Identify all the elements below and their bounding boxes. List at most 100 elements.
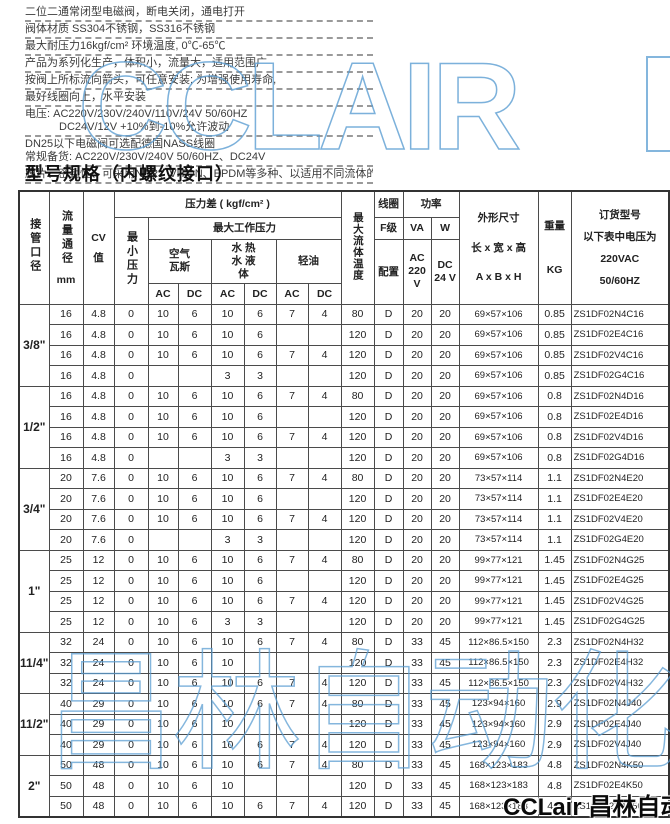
cell-dims: 99×77×121 <box>458 570 539 592</box>
cell-va: 33 <box>402 754 432 776</box>
cell-cv: 48 <box>82 754 115 776</box>
cell-water-ac: 10 <box>210 508 245 530</box>
pipe-size-cell: 3/8" <box>18 303 50 387</box>
cell-dims: 99×77×121 <box>458 590 539 612</box>
cell-weight: 0.8 <box>537 406 572 428</box>
header-coil: 线圈 <box>373 190 404 218</box>
cell-weight: 1.45 <box>537 570 572 592</box>
cell-va: 33 <box>402 672 432 694</box>
cell-air-dc: 6 <box>177 713 212 735</box>
cell-dn: 50 <box>48 775 84 797</box>
cell-weight: 0.85 <box>537 365 572 387</box>
cell-oil-ac: 7 <box>275 385 309 407</box>
header-dims: 外形尺寸 长 x 宽 x 高 A x B x H <box>458 190 539 305</box>
header-coil-grade: F级 <box>373 216 404 240</box>
cell-oil-dc: 4 <box>307 385 342 407</box>
cell-water-dc: 3 <box>243 365 277 387</box>
cell-min-pressure: 0 <box>113 611 149 633</box>
cell-oil-dc <box>307 775 342 797</box>
cell-model: ZS1DF02N4D16 <box>570 385 670 407</box>
cell-oil-dc: 4 <box>307 672 342 694</box>
cell-coil: D <box>373 508 404 530</box>
cell-air-dc: 6 <box>177 631 212 653</box>
cell-weight: 4.8 <box>537 775 572 797</box>
cell-water-ac: 10 <box>210 795 245 817</box>
cell-dims: 69×57×106 <box>458 406 539 428</box>
cell-oil-ac <box>275 611 309 633</box>
page-title: 型号规格（内螺纹接口） <box>25 164 234 184</box>
cell-air-ac <box>147 529 179 551</box>
pipe-size-cell: 2" <box>18 754 50 817</box>
cell-dims: 73×57×114 <box>458 529 539 551</box>
cell-coil: D <box>373 467 404 489</box>
cell-temp: 120 <box>340 590 375 612</box>
table-row: 25 12 0 10 6 10 6 7 4 120 D 20 20 99×77×121 1.45 ZS1DF0… <box>19 590 670 612</box>
note-line: DC24V/12V +10%到-10%允许波动 <box>25 120 373 137</box>
table-row: 16 4.8 0 10 6 10 6 7 4 120 D 20 20 69×57×106 0.8 ZS1DF0… <box>19 426 670 448</box>
pipe-size-cell: 3/4" <box>18 467 50 551</box>
cell-water-dc: 6 <box>243 631 277 653</box>
note-line: 二位二通常闭型电磁阀，断电关闭，通电打开 <box>25 5 373 22</box>
cell-air-ac: 10 <box>147 385 179 407</box>
cell-weight: 2.9 <box>537 713 572 735</box>
cell-temp: 80 <box>340 467 375 489</box>
table-row: 16 4.8 0 10 6 10 6 7 4 120 D 20 20 69×57×106 0.85 ZS1DF… <box>19 344 670 366</box>
cell-air-dc: 6 <box>177 406 212 428</box>
cell-air-ac: 10 <box>147 570 179 592</box>
cell-air-dc: 6 <box>177 734 212 756</box>
cell-dims: 69×57×106 <box>458 365 539 387</box>
cell-dims: 69×57×106 <box>458 344 539 366</box>
cell-air-ac: 10 <box>147 652 179 674</box>
cell-min-pressure: 0 <box>113 734 149 756</box>
cell-weight: 1.45 <box>537 590 572 612</box>
cell-min-pressure: 0 <box>113 529 149 551</box>
cell-oil-dc <box>307 652 342 674</box>
cell-coil: D <box>373 447 404 469</box>
cell-oil-dc <box>307 713 342 735</box>
header-va: VA <box>402 216 432 240</box>
cell-w: 20 <box>430 447 460 469</box>
cell-model: ZS1DF02V4J40 <box>570 734 670 756</box>
cell-w: 20 <box>430 303 460 325</box>
cell-cv: 48 <box>82 795 115 817</box>
header-dc24: DC 24 V <box>430 238 460 305</box>
cell-oil-ac <box>275 529 309 551</box>
cell-min-pressure: 0 <box>113 570 149 592</box>
cell-model: ZS1DF02N4C16 <box>570 303 670 325</box>
cell-air-dc: 6 <box>177 303 212 325</box>
cell-oil-ac: 7 <box>275 303 309 325</box>
cell-temp: 120 <box>340 324 375 346</box>
cell-min-pressure: 0 <box>113 652 149 674</box>
table-row: 25 12 0 10 6 3 3 120 D 20 20 99×77×121 1.45 ZS1DF02G4… <box>19 611 670 633</box>
cell-dn: 32 <box>48 672 84 694</box>
cell-cv: 7.6 <box>82 467 115 489</box>
cell-temp: 120 <box>340 426 375 448</box>
cell-dims: 168×123×183 <box>458 754 539 776</box>
table-row: 50 48 0 10 6 10 120 D 33 45 168×123×183 4.8 ZS1DF02E… <box>19 775 670 797</box>
cell-dn: 20 <box>48 467 84 489</box>
cell-weight: 1.1 <box>537 529 572 551</box>
cell-weight: 1.45 <box>537 549 572 571</box>
cell-oil-dc: 4 <box>307 467 342 489</box>
cell-air-dc: 6 <box>177 426 212 448</box>
pipe-size-cell: 1/2" <box>18 385 50 469</box>
header-water-dc: DC <box>243 282 277 305</box>
cell-temp: 80 <box>340 385 375 407</box>
note-line: DN25以下电磁阀可选配德国NASS线圈 <box>25 138 216 150</box>
cell-w: 20 <box>430 549 460 571</box>
cell-air-ac: 10 <box>147 549 179 571</box>
cell-water-dc: 3 <box>243 447 277 469</box>
cell-dims: 73×57×114 <box>458 488 539 510</box>
cell-va: 20 <box>402 570 432 592</box>
cell-model: ZS1DF02G4D16 <box>570 447 670 469</box>
cell-dims: 73×57×114 <box>458 467 539 489</box>
cell-air-dc: 6 <box>177 488 212 510</box>
cell-w: 20 <box>430 324 460 346</box>
cell-water-ac: 10 <box>210 385 245 407</box>
cell-water-dc <box>243 713 277 735</box>
cell-temp: 120 <box>340 570 375 592</box>
cell-oil-ac: 7 <box>275 508 309 530</box>
cell-weight: 4.8 <box>537 754 572 776</box>
cell-air-ac: 10 <box>147 672 179 694</box>
cell-air-dc: 6 <box>177 590 212 612</box>
